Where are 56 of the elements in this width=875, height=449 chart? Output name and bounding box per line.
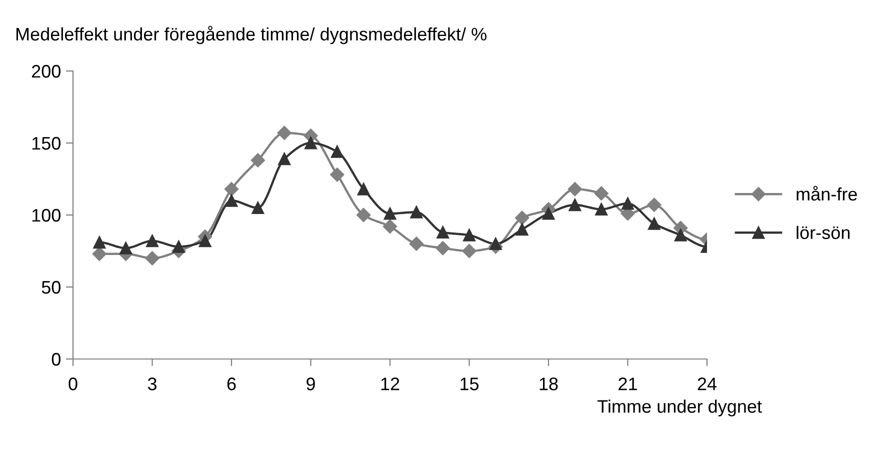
point [595,202,608,216]
point [357,182,370,196]
point [330,168,344,182]
point [330,145,344,158]
point [120,242,132,254]
point [410,206,423,218]
y-tick-label: 150 [32,136,60,150]
point [198,234,212,248]
x-tick-label: 21 [618,378,637,390]
point [515,210,530,225]
y-tick-label: 100 [32,208,60,222]
point [93,236,106,249]
point [674,228,687,242]
x-tick-label: 0 [68,378,78,390]
point [172,240,185,253]
point [568,182,582,196]
point [382,219,398,234]
point [278,152,291,166]
point [568,198,582,212]
y-tick-label: 0 [52,352,60,366]
point [356,208,371,222]
point [594,186,608,200]
x-axis-title: Timme under dygnet [598,400,762,416]
legend-label: mån-fre [796,186,857,201]
point [409,236,424,251]
point [647,198,662,212]
x-tick-label: 3 [148,378,156,390]
x-tick-label: 9 [306,378,315,390]
x-tick-label: 15 [460,378,479,390]
point [224,182,239,196]
x-tick-label: 12 [381,378,400,390]
point [648,217,660,230]
point [516,223,528,236]
x-tick-label: 24 [698,378,717,390]
y-tick-label: 200 [32,64,60,78]
y-axis-title: Medeleffekt under föregående timme/ dygnsmedeleffekt/ % [16,26,486,44]
point [489,238,502,250]
point [542,207,555,220]
x-tick-label: 18 [540,378,558,390]
point [225,194,238,207]
legend-label: lör-sön [796,226,850,240]
point [462,244,476,258]
point [250,153,265,168]
point [92,246,106,261]
point [463,228,476,242]
y-tick-label: 50 [42,280,60,294]
point [146,234,158,248]
point [145,251,160,266]
point [622,197,634,210]
point [277,126,292,140]
point [436,241,450,256]
x-tick-label: 6 [227,378,236,390]
point [304,136,317,150]
point [384,207,396,220]
point [252,202,264,214]
point [436,226,450,239]
